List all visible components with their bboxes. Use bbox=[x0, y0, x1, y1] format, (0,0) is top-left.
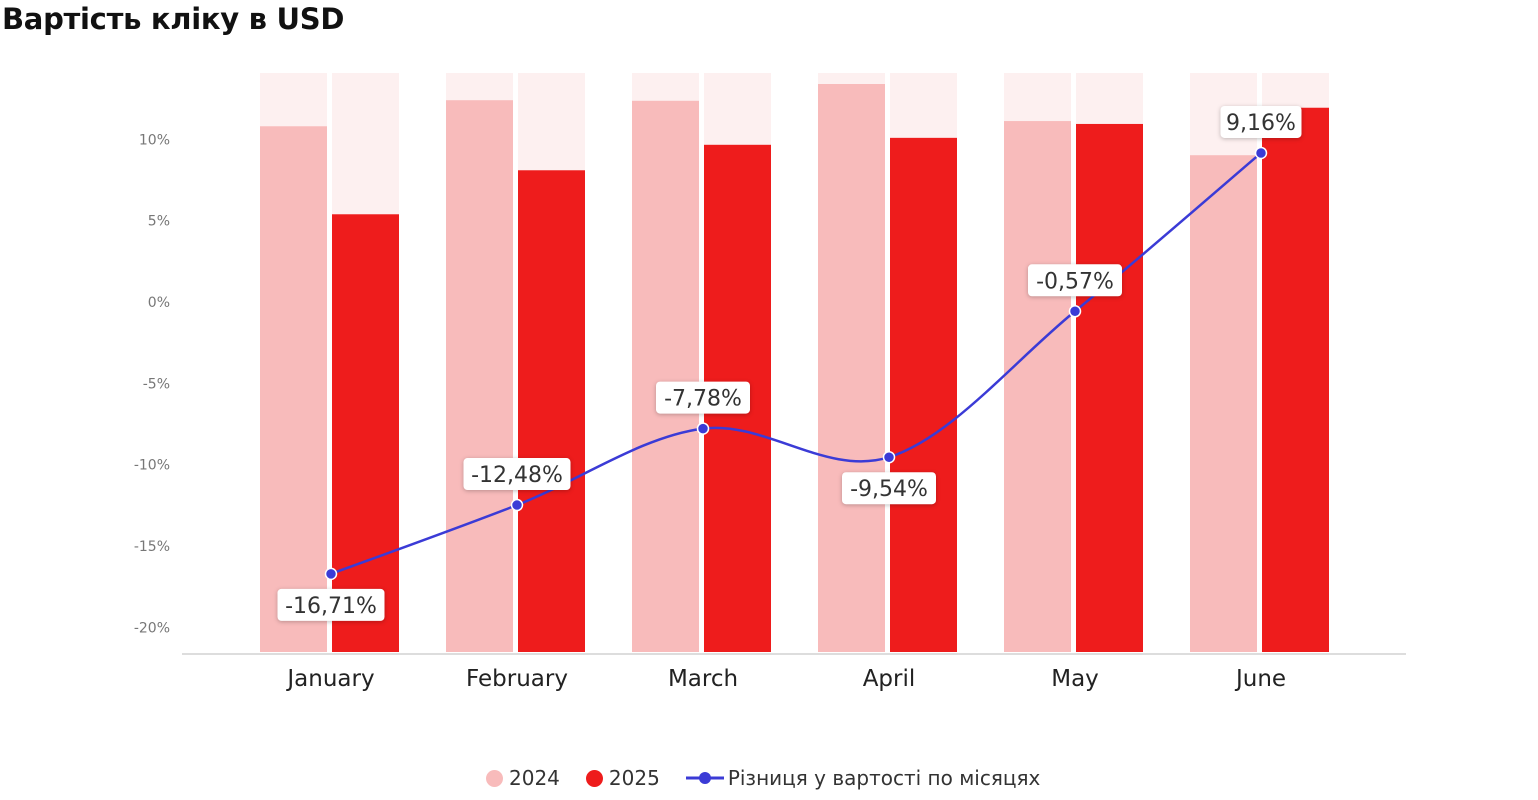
data-label: -16,71% bbox=[285, 594, 377, 619]
bar-2024-may bbox=[1004, 121, 1071, 652]
data-label: -12,48% bbox=[471, 463, 563, 488]
data-label: -0,57% bbox=[1036, 269, 1114, 294]
data-label-box bbox=[656, 381, 750, 414]
data-label-box bbox=[1220, 105, 1302, 138]
data-label-box bbox=[1028, 264, 1122, 297]
x-tick-label: March bbox=[668, 666, 738, 692]
line-point bbox=[882, 450, 896, 464]
data-label: -9,54% bbox=[850, 477, 928, 502]
data-label-box bbox=[277, 588, 385, 621]
legend: 2024 2025 Різниця у вартості по місяцях bbox=[486, 766, 1066, 790]
line-point bbox=[324, 567, 338, 581]
legend-dot-icon bbox=[585, 769, 603, 787]
y-tick-label: -20% bbox=[134, 620, 170, 636]
legend-item-2025[interactable]: 2025 bbox=[585, 766, 660, 790]
data-label-box bbox=[842, 472, 936, 505]
x-tick-label: June bbox=[1234, 666, 1286, 692]
bar-2025-january bbox=[332, 214, 399, 652]
y-tick-label: -10% bbox=[134, 458, 170, 474]
data-label: -7,78% bbox=[664, 387, 742, 412]
x-tick-label: May bbox=[1051, 666, 1099, 692]
line-point bbox=[1254, 146, 1268, 160]
bar-2025-may bbox=[1076, 123, 1143, 652]
y-tick-label: 10% bbox=[139, 132, 170, 148]
bar-2024-february bbox=[446, 100, 513, 652]
line-point bbox=[510, 498, 524, 512]
chart-title: Вартість кліку в USD bbox=[2, 2, 345, 36]
legend-item-difference[interactable]: Різниця у вартості по місяцях bbox=[685, 766, 1041, 790]
bar-2024-june bbox=[1190, 155, 1257, 652]
y-tick-label: -5% bbox=[143, 376, 170, 392]
legend-label: 2025 bbox=[608, 766, 660, 790]
bar-2024-march bbox=[632, 100, 699, 653]
y-tick-label: -15% bbox=[134, 539, 170, 555]
line-point bbox=[696, 422, 710, 435]
bar-2024-april bbox=[818, 84, 885, 653]
legend-label: Різниця у вартості по місяцях bbox=[727, 766, 1041, 790]
x-tick-label: April bbox=[863, 666, 916, 692]
bar-2025-april bbox=[890, 137, 957, 652]
y-tick-label: 0% bbox=[148, 295, 170, 311]
data-label: 9,16% bbox=[1226, 111, 1296, 136]
x-tick-label: January bbox=[285, 666, 374, 692]
y-tick-label: 5% bbox=[148, 214, 170, 230]
bar-2025-february bbox=[518, 170, 585, 652]
legend-item-2024[interactable]: 2024 bbox=[486, 766, 560, 790]
line-point bbox=[1068, 305, 1082, 318]
legend-dot-icon bbox=[486, 769, 503, 787]
legend-label: 2024 bbox=[509, 766, 560, 790]
bar-2024-january bbox=[260, 126, 327, 652]
line-marker-icon bbox=[685, 772, 724, 784]
bar-2025-june bbox=[1262, 107, 1329, 653]
data-label-box bbox=[463, 458, 571, 491]
x-tick-label: February bbox=[466, 666, 568, 692]
